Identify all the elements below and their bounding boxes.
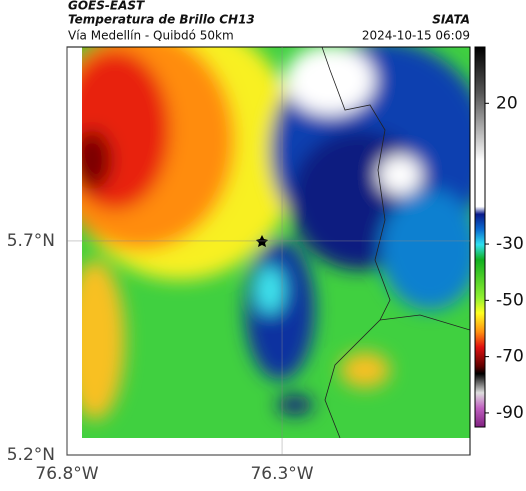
y-tick-label: 5.2°N bbox=[7, 445, 55, 465]
satellite-image bbox=[82, 47, 470, 438]
colorbar-tick-label: -70 bbox=[496, 347, 524, 367]
colorbar-tick-label: 20 bbox=[496, 93, 518, 113]
colorbar-tick-label: -30 bbox=[496, 234, 524, 254]
y-tick-label: 5.7°N bbox=[7, 231, 55, 251]
x-tick-label: 76.3°W bbox=[250, 464, 313, 484]
timestamp: 2024-10-15 06:09 bbox=[362, 29, 470, 43]
colorbar-tick-label: -90 bbox=[496, 403, 524, 423]
subtitle: Temperatura de Brillo CH13 bbox=[68, 13, 255, 27]
x-tick-label: 76.8°W bbox=[35, 464, 98, 484]
route: Vía Medellín - Quibdó 50km bbox=[68, 29, 234, 43]
colorbar bbox=[474, 46, 486, 428]
source: SIATA bbox=[432, 13, 470, 27]
colorbar-tick-label: -50 bbox=[496, 290, 524, 310]
title: GOES-EAST bbox=[68, 0, 145, 13]
